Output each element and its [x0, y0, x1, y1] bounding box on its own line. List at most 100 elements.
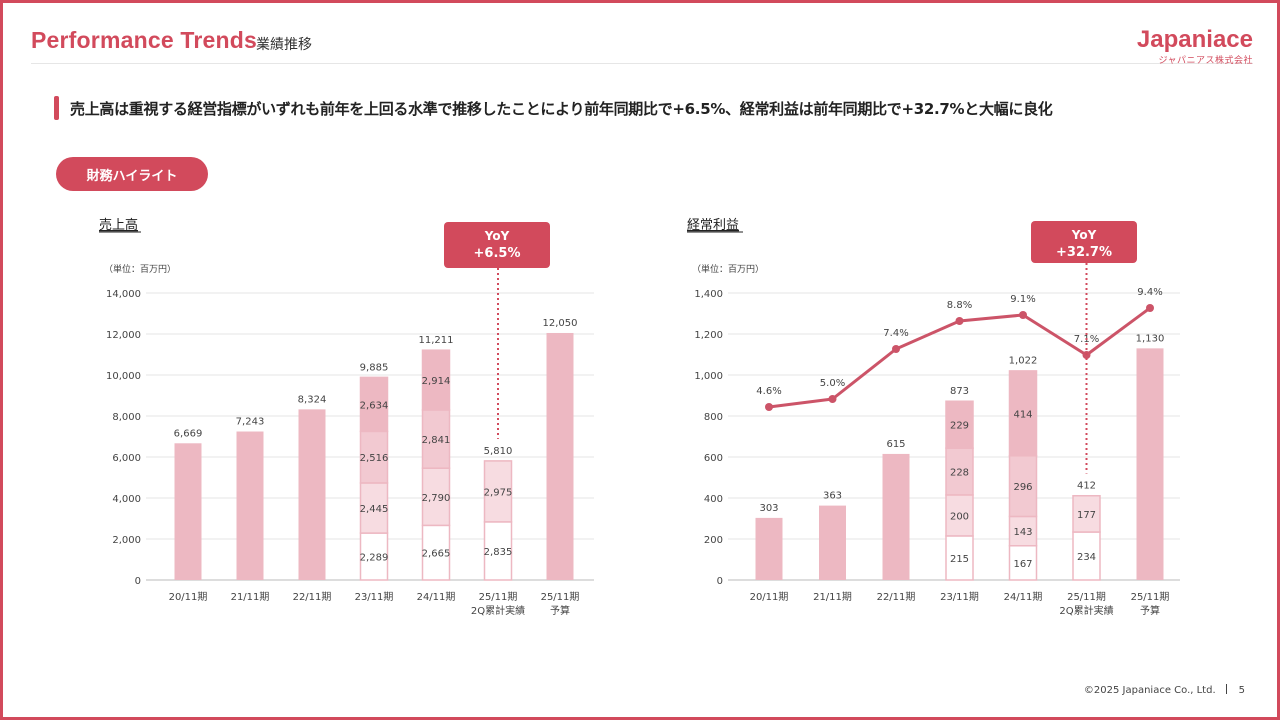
bar-segment — [421, 409, 451, 469]
logo-company-name: ジャパニアス株式会社 — [1158, 56, 1253, 66]
margin-point — [765, 403, 773, 411]
bar-total-label: 412 — [1077, 481, 1096, 492]
yoy-value: +32.7% — [1056, 245, 1112, 260]
bar-segment — [421, 349, 451, 411]
y-tick-label: 10,000 — [106, 371, 141, 382]
chart-title: 売上高 — [99, 217, 138, 233]
category-label: 22/11期 — [877, 591, 916, 603]
bar-segment — [945, 400, 974, 449]
bar-segment — [421, 467, 451, 527]
y-tick-label: 1,400 — [694, 289, 723, 300]
bar-segment — [945, 494, 974, 537]
bar-segment-label: 296 — [1013, 482, 1032, 493]
footer: ©2025 Japaniace Co., Ltd. 5 — [1084, 684, 1245, 696]
bar-segment-label: 2,445 — [360, 504, 389, 515]
category-label: 21/11期 — [813, 591, 852, 603]
category-label: 23/11期 — [355, 591, 394, 603]
y-tick-label: 12,000 — [106, 330, 141, 341]
footer-separator — [1225, 684, 1227, 694]
page-title: Performance Trends — [31, 27, 258, 53]
lead-accent-bar — [54, 96, 59, 120]
copyright-text: ©2025 Japaniace Co., Ltd. — [1083, 685, 1216, 696]
bar-total-label: 5,810 — [484, 446, 513, 457]
margin-point — [1019, 311, 1027, 319]
company-logo: Japaniace ジャパニアス株式会社 — [1137, 28, 1253, 67]
bar-segment-label: 143 — [1013, 527, 1032, 538]
y-tick-label: 1,000 — [694, 371, 723, 382]
chart-unit-label: （単位：百万円） — [104, 263, 176, 275]
bar-total-label: 12,050 — [543, 318, 578, 329]
bar-segment — [1072, 494, 1101, 533]
y-tick-label: 1,200 — [694, 330, 723, 341]
margin-point — [828, 395, 837, 403]
yoy-value: +6.5% — [474, 246, 521, 261]
yoy-callout — [1031, 221, 1137, 263]
bar-segment-label: 229 — [950, 421, 969, 432]
bar-total-label: 6,669 — [174, 428, 203, 439]
bar-segment-label: 2,914 — [422, 376, 451, 387]
category-label: 25/11期 — [1131, 591, 1170, 603]
bar-total-label: 9,885 — [360, 362, 389, 373]
bar-segment-label: 414 — [1013, 409, 1032, 420]
y-tick-label: 14,000 — [106, 289, 141, 300]
chart-title: 経常利益 — [687, 218, 739, 233]
category-label: 25/11期 — [541, 591, 580, 603]
bar-segment — [1072, 531, 1101, 581]
bar-total-label: 363 — [823, 491, 842, 502]
margin-label: 9.4% — [1137, 287, 1162, 298]
category-label: 24/11期 — [1004, 591, 1043, 603]
bar-segment-label: 2,516 — [360, 453, 389, 464]
bar-total-label: 1,130 — [1136, 333, 1165, 344]
margin-label: 4.6% — [756, 386, 781, 397]
bar-segment-label: 167 — [1013, 559, 1032, 570]
category-label: 20/11期 — [169, 591, 208, 603]
bar-segment-label: 2,841 — [422, 435, 451, 446]
page-subtitle: 業績推移 — [256, 37, 312, 53]
bar — [755, 517, 783, 580]
lead-statement: 売上高は重視する経営指標がいずれも前年を上回る水準で推移したことにより前年同期比… — [70, 100, 1053, 118]
y-tick-label: 800 — [704, 412, 723, 423]
category-label: 23/11期 — [940, 591, 979, 603]
bar — [174, 443, 202, 580]
bar-segment-label: 2,975 — [484, 487, 513, 498]
bar — [819, 505, 846, 580]
y-tick-label: 200 — [704, 535, 723, 546]
bar — [1136, 348, 1164, 580]
category-label: 2Q累計実績 — [1059, 604, 1113, 617]
bar-segment-label: 2,634 — [360, 400, 389, 411]
y-tick-label: 0 — [135, 576, 141, 587]
bar-total-label: 7,243 — [236, 417, 265, 428]
yoy-label: YoY — [1071, 228, 1097, 242]
bar-total-label: 1,022 — [1009, 355, 1038, 366]
bar-segment-label: 2,835 — [484, 547, 513, 558]
bar-segment-label: 200 — [950, 511, 969, 522]
bar-segment-label: 228 — [950, 468, 969, 479]
section-pill: 財務ハイライト — [56, 157, 208, 191]
header-divider — [31, 63, 1253, 64]
category-label: 21/11期 — [231, 591, 270, 603]
bar-segment — [483, 460, 513, 523]
category-label: 予算 — [550, 604, 570, 617]
margin-label: 8.8% — [947, 300, 972, 311]
y-tick-label: 2,000 — [112, 535, 141, 546]
margin-label: 7.4% — [883, 328, 908, 339]
bar-segment-label: 234 — [1077, 552, 1096, 563]
y-tick-label: 6,000 — [112, 453, 141, 464]
y-tick-label: 4,000 — [112, 494, 141, 505]
category-label: 2Q累計実績 — [471, 604, 525, 617]
bar — [882, 453, 910, 580]
bar-segment — [1008, 515, 1038, 547]
category-label: 25/11期 — [1067, 591, 1106, 603]
margin-point — [955, 317, 964, 325]
bar-segment — [1008, 545, 1038, 581]
chart-unit-label: （単位：百万円） — [692, 263, 764, 275]
y-tick-label: 600 — [704, 453, 723, 464]
bar-segment-label: 2,665 — [422, 549, 451, 560]
bar-total-label: 8,324 — [298, 394, 327, 405]
bar-segment — [1008, 370, 1038, 457]
margin-label: 9.1% — [1010, 294, 1035, 305]
category-label: 22/11期 — [293, 591, 332, 603]
bar-segment-label: 177 — [1077, 510, 1096, 521]
yoy-callout — [444, 222, 550, 268]
